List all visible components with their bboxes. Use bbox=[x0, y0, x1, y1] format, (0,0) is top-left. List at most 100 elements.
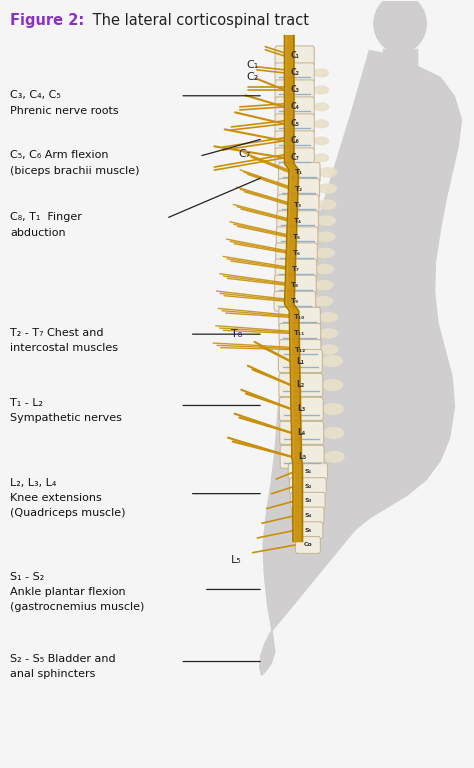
Ellipse shape bbox=[319, 168, 337, 177]
Ellipse shape bbox=[319, 329, 337, 338]
FancyBboxPatch shape bbox=[275, 80, 314, 100]
Text: T₉: T₉ bbox=[291, 298, 299, 304]
FancyBboxPatch shape bbox=[279, 339, 321, 359]
Text: C₇: C₇ bbox=[290, 154, 299, 162]
Text: L₂: L₂ bbox=[297, 380, 305, 389]
FancyBboxPatch shape bbox=[279, 397, 323, 420]
Text: L₅: L₅ bbox=[298, 452, 306, 462]
FancyBboxPatch shape bbox=[275, 97, 314, 117]
FancyBboxPatch shape bbox=[288, 463, 328, 480]
Text: anal sphincters: anal sphincters bbox=[10, 669, 96, 679]
Text: T₅: T₅ bbox=[293, 233, 301, 240]
FancyBboxPatch shape bbox=[275, 63, 314, 83]
FancyBboxPatch shape bbox=[279, 307, 320, 327]
FancyBboxPatch shape bbox=[275, 131, 314, 151]
Text: S₃: S₃ bbox=[304, 498, 311, 503]
FancyBboxPatch shape bbox=[275, 148, 314, 168]
FancyBboxPatch shape bbox=[280, 445, 324, 468]
Text: L₅: L₅ bbox=[231, 555, 242, 565]
Text: T₈: T₈ bbox=[231, 329, 242, 339]
Ellipse shape bbox=[319, 184, 336, 193]
Text: C₃: C₃ bbox=[290, 85, 299, 94]
Ellipse shape bbox=[324, 428, 344, 439]
Ellipse shape bbox=[314, 86, 328, 94]
Text: C₂: C₂ bbox=[246, 72, 259, 82]
Ellipse shape bbox=[319, 313, 337, 322]
FancyBboxPatch shape bbox=[277, 194, 319, 214]
Text: T₁₁: T₁₁ bbox=[294, 330, 305, 336]
Ellipse shape bbox=[314, 120, 328, 127]
Text: C₇: C₇ bbox=[238, 149, 250, 159]
Text: Knee extensions: Knee extensions bbox=[10, 493, 102, 503]
Ellipse shape bbox=[322, 356, 342, 366]
Ellipse shape bbox=[314, 69, 328, 77]
Ellipse shape bbox=[318, 200, 336, 209]
Ellipse shape bbox=[324, 452, 344, 462]
Text: T₄: T₄ bbox=[293, 217, 301, 223]
Text: C₃, C₄, C₅: C₃, C₄, C₅ bbox=[10, 91, 61, 101]
FancyBboxPatch shape bbox=[280, 422, 324, 445]
FancyBboxPatch shape bbox=[274, 275, 316, 295]
FancyBboxPatch shape bbox=[275, 259, 317, 279]
Text: T₁₀: T₁₀ bbox=[294, 314, 305, 320]
Ellipse shape bbox=[317, 232, 335, 241]
Text: C₂: C₂ bbox=[290, 68, 299, 78]
Text: Figure 2:: Figure 2: bbox=[10, 13, 84, 28]
Text: T₂: T₂ bbox=[295, 186, 303, 191]
Ellipse shape bbox=[316, 264, 334, 273]
Text: (biceps brachii muscle): (biceps brachii muscle) bbox=[10, 166, 140, 176]
Ellipse shape bbox=[323, 403, 343, 414]
Text: S₂: S₂ bbox=[304, 484, 311, 488]
FancyBboxPatch shape bbox=[276, 243, 317, 263]
FancyBboxPatch shape bbox=[277, 210, 319, 230]
Text: The lateral corticospinal tract: The lateral corticospinal tract bbox=[88, 13, 309, 28]
Text: Phrenic nerve roots: Phrenic nerve roots bbox=[10, 106, 119, 116]
Text: C₅: C₅ bbox=[290, 119, 299, 128]
Ellipse shape bbox=[314, 137, 328, 144]
FancyBboxPatch shape bbox=[279, 163, 320, 182]
FancyBboxPatch shape bbox=[279, 323, 321, 343]
Text: L₁: L₁ bbox=[296, 356, 304, 366]
Ellipse shape bbox=[314, 296, 332, 306]
Text: S₁ - S₂: S₁ - S₂ bbox=[10, 572, 45, 582]
Text: S₄: S₄ bbox=[304, 513, 311, 518]
Text: C₁: C₁ bbox=[290, 51, 299, 61]
Text: T₁₂: T₁₂ bbox=[294, 346, 306, 353]
Text: Ankle plantar flexion: Ankle plantar flexion bbox=[10, 588, 126, 598]
FancyBboxPatch shape bbox=[295, 537, 320, 554]
FancyBboxPatch shape bbox=[291, 492, 325, 509]
Text: (Quadriceps muscle): (Quadriceps muscle) bbox=[10, 508, 126, 518]
Text: abduction: abduction bbox=[10, 227, 66, 237]
Text: T₇: T₇ bbox=[292, 266, 300, 272]
Text: S₁: S₁ bbox=[304, 469, 311, 474]
Text: C₄: C₄ bbox=[290, 102, 299, 111]
Text: L₄: L₄ bbox=[298, 429, 306, 437]
Text: (gastrocnemius muscle): (gastrocnemius muscle) bbox=[10, 602, 145, 613]
FancyBboxPatch shape bbox=[278, 349, 322, 372]
Ellipse shape bbox=[317, 216, 335, 225]
Polygon shape bbox=[260, 51, 462, 675]
Polygon shape bbox=[383, 49, 417, 68]
FancyBboxPatch shape bbox=[293, 521, 323, 538]
FancyBboxPatch shape bbox=[278, 178, 319, 198]
Ellipse shape bbox=[374, 0, 426, 52]
FancyBboxPatch shape bbox=[274, 291, 316, 311]
Text: C₁: C₁ bbox=[246, 60, 259, 70]
FancyBboxPatch shape bbox=[276, 227, 318, 247]
FancyBboxPatch shape bbox=[290, 478, 326, 495]
Text: C₈, T₁  Finger: C₈, T₁ Finger bbox=[10, 212, 82, 222]
FancyBboxPatch shape bbox=[275, 46, 314, 66]
FancyBboxPatch shape bbox=[292, 507, 324, 524]
FancyBboxPatch shape bbox=[275, 114, 314, 134]
Text: C₆: C₆ bbox=[290, 137, 299, 145]
Ellipse shape bbox=[323, 379, 343, 390]
Ellipse shape bbox=[314, 154, 328, 162]
Polygon shape bbox=[383, 49, 417, 68]
Text: T₈: T₈ bbox=[292, 282, 300, 288]
FancyBboxPatch shape bbox=[279, 373, 323, 396]
Text: T₆: T₆ bbox=[292, 250, 301, 256]
Text: C₅, C₆ Arm flexion: C₅, C₆ Arm flexion bbox=[10, 151, 109, 161]
Text: S₂ - S₅ Bladder and: S₂ - S₅ Bladder and bbox=[10, 654, 116, 664]
Ellipse shape bbox=[320, 345, 338, 354]
Text: L₃: L₃ bbox=[297, 405, 305, 413]
